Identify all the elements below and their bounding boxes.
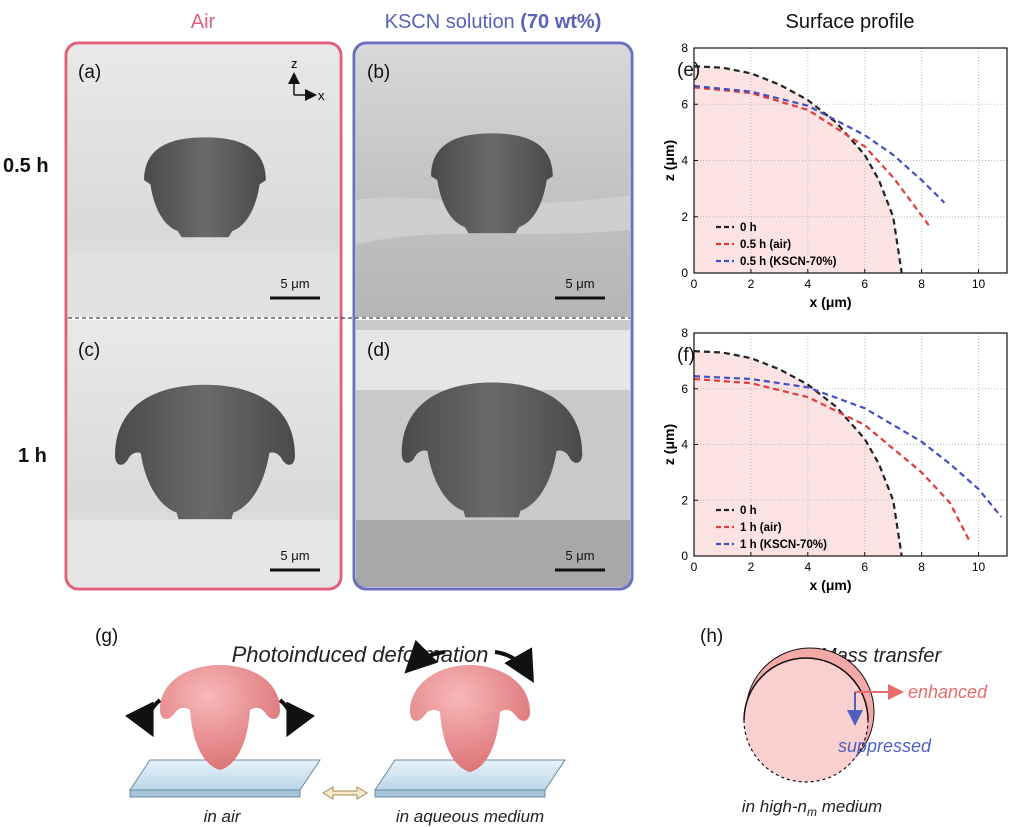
kscn-frame bbox=[352, 41, 634, 591]
plot-frame bbox=[693, 332, 1008, 557]
mass-transfer-title: Mass transfer bbox=[820, 645, 942, 667]
y-tick-label: 8 bbox=[681, 41, 688, 55]
caption: in aqueous medium bbox=[396, 807, 544, 826]
charts: 0 2 4 6 8 10 0 2 4 6 8 (e) x (μm) z (μm) 0 h 0.5 h (air… bbox=[661, 41, 1008, 593]
x-tick-label: 0 bbox=[691, 560, 698, 574]
caption: in high-nm medium bbox=[742, 797, 882, 819]
plot-frame bbox=[693, 47, 1008, 274]
y-tick-label: 2 bbox=[681, 210, 688, 224]
series-line bbox=[693, 86, 930, 226]
scale-bars: 5 μm 5 μm 5 μm 5 μm bbox=[270, 276, 605, 572]
sem-images bbox=[68, 45, 630, 587]
legend-label: 0.5 h (air) bbox=[740, 239, 791, 251]
y-tick-label: 0 bbox=[681, 266, 688, 280]
caption-part: medium bbox=[817, 797, 882, 816]
panel-label: (g) bbox=[95, 626, 118, 647]
panel-label: (h) bbox=[700, 626, 723, 647]
series-line bbox=[693, 84, 946, 204]
scale-bar-label: 5 μm bbox=[280, 276, 309, 291]
row-label: 0.5 h bbox=[3, 155, 49, 177]
header-kscn-name: KSCN solution bbox=[385, 11, 515, 33]
x-tick-label: 2 bbox=[748, 277, 755, 291]
x-tick-label: 6 bbox=[861, 277, 868, 291]
panel-label: (c) bbox=[78, 340, 100, 361]
caption-subscript: m bbox=[807, 805, 817, 819]
x-axis-label: x (μm) bbox=[809, 294, 851, 310]
x-tick-label: 8 bbox=[918, 560, 925, 574]
caption: in air bbox=[204, 807, 242, 826]
panel-label: (a) bbox=[78, 62, 101, 83]
x-tick-label: 8 bbox=[918, 277, 925, 291]
legend-label: 0 h bbox=[740, 505, 757, 517]
x-tick-label: 10 bbox=[972, 277, 986, 291]
scale-bar-label: 5 μm bbox=[565, 548, 594, 563]
x-tick-label: 4 bbox=[804, 277, 811, 291]
y-tick-label: 2 bbox=[681, 493, 688, 507]
enhanced-label: enhanced bbox=[908, 682, 988, 702]
x-tick-label: 0 bbox=[691, 277, 698, 291]
header-kscn: KSCN solution (70 wt%) bbox=[385, 11, 602, 33]
row-label: 1 h bbox=[18, 445, 47, 467]
schematic-title: Photoinduced deformation bbox=[232, 642, 489, 667]
x-tick-label: 6 bbox=[861, 560, 868, 574]
axis-glyph-x: x bbox=[318, 88, 325, 103]
y-tick-label: 4 bbox=[681, 438, 688, 452]
y-tick-label: 4 bbox=[681, 154, 688, 168]
panel-label: (f) bbox=[677, 345, 695, 366]
header-air: Air bbox=[191, 11, 216, 33]
series-line bbox=[693, 65, 903, 274]
header-profile: Surface profile bbox=[786, 11, 915, 33]
shaded-area bbox=[694, 351, 902, 556]
axis-glyph: z x bbox=[288, 56, 325, 103]
suppressed-label: suppressed bbox=[838, 736, 932, 756]
legend-label: 1 h (air) bbox=[740, 522, 782, 534]
y-tick-label: 6 bbox=[681, 382, 688, 396]
shaded-area bbox=[694, 66, 902, 273]
legend-label: 1 h (KSCN-70%) bbox=[740, 539, 827, 551]
legend-label: 0 h bbox=[740, 222, 757, 234]
scale-bar-label: 5 μm bbox=[280, 548, 309, 563]
y-axis-label: z (μm) bbox=[661, 424, 677, 465]
y-tick-label: 8 bbox=[681, 326, 688, 340]
axis-glyph-z: z bbox=[291, 56, 298, 71]
panel-label: (b) bbox=[367, 62, 390, 83]
scale-bar-label: 5 μm bbox=[565, 276, 594, 291]
y-tick-label: 6 bbox=[681, 97, 688, 111]
line-chart: 0 2 4 6 8 10 0 2 4 6 8 (e) x (μm) z (μm) 0 h 0.5 h (air… bbox=[661, 41, 1008, 310]
header-kscn-conc: (70 wt%) bbox=[520, 11, 601, 33]
y-tick-label: 0 bbox=[681, 549, 688, 563]
line-chart: 0 2 4 6 8 10 0 2 4 6 8 (f) x (μm) z (μm) 0 h 1 h (air) 1… bbox=[661, 326, 1008, 593]
y-axis-label: z (μm) bbox=[661, 140, 677, 181]
air-frame bbox=[64, 41, 343, 591]
x-tick-label: 2 bbox=[748, 560, 755, 574]
panel-label: (d) bbox=[367, 340, 390, 361]
panel-label: (e) bbox=[677, 60, 700, 81]
mass-transfer: (h) Mass transfer enhanced suppressed in… bbox=[700, 626, 988, 819]
series-line bbox=[693, 377, 971, 543]
x-tick-label: 10 bbox=[972, 560, 986, 574]
x-axis-label: x (μm) bbox=[809, 577, 851, 593]
legend-label: 0.5 h (KSCN-70%) bbox=[740, 256, 837, 268]
x-tick-label: 4 bbox=[804, 560, 811, 574]
schematic: (g) Photoinduced deformation in air in a… bbox=[95, 626, 566, 826]
caption-part: in high-n bbox=[742, 797, 807, 816]
series-line bbox=[693, 350, 903, 557]
